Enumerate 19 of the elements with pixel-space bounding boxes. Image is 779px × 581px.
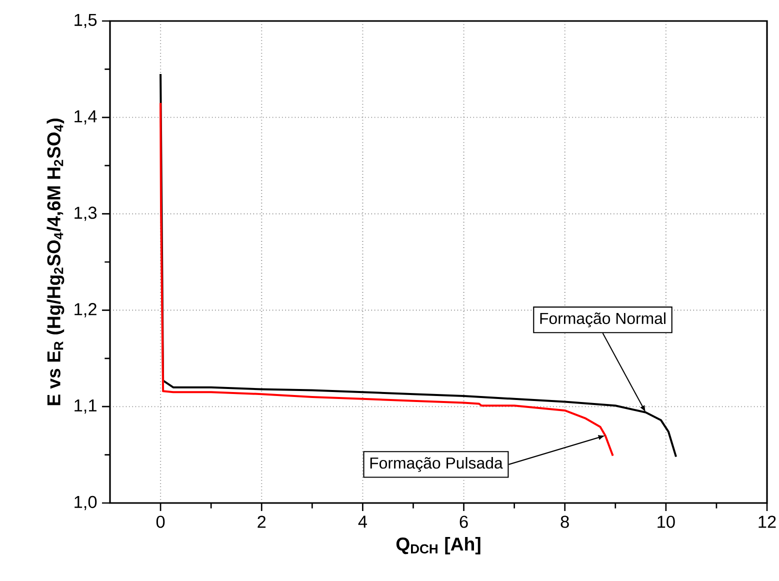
x-tick-label: 12	[758, 516, 776, 528]
annotation: Formação Pulsada	[370, 456, 503, 472]
y-tick-label: 1,5	[74, 14, 97, 28]
y-tick-label: 1,3	[74, 206, 97, 221]
line-series	[160, 73, 678, 458]
x-tick-label: 0	[156, 516, 165, 528]
y-tick-label: 1,1	[74, 400, 96, 414]
x-tick-label: 2	[258, 516, 266, 528]
x-axis-title: Q$_{DCH}$ [Ah]	[396, 537, 480, 554]
line-series	[160, 102, 614, 457]
y-tick-label: 1,4	[74, 110, 97, 124]
x-tick-label: 10	[658, 516, 675, 528]
x-tick-label: 4	[358, 516, 367, 528]
annotation: Formação Normal	[540, 312, 666, 328]
x-tick-label: 8	[560, 516, 569, 528]
text: E vs E$_{R}$ (Hg/Hg$_{2}$SO$_{4}$/4,6M H$_{2}$SO$_{4}$)	[46, 118, 64, 406]
y-tick-label: 1,0	[74, 496, 97, 510]
x-tick-label: 6	[460, 516, 468, 528]
y-tick-label: 1,2	[74, 303, 96, 318]
